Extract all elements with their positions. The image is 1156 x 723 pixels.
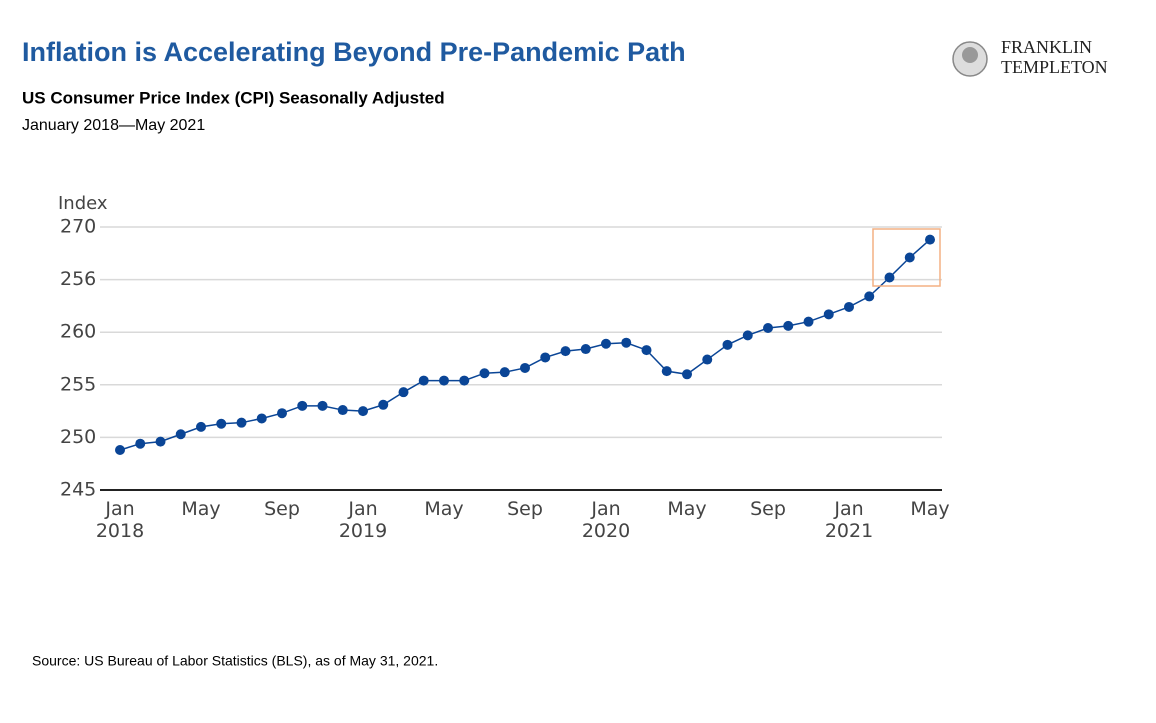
point: [925, 234, 935, 245]
highlight-box: [872, 228, 941, 287]
source: Source: US Bureau of Labor Statistics (B…: [32, 653, 438, 669]
x-tick-label: May: [910, 498, 950, 520]
point: [499, 367, 510, 378]
x-tick-label: Jan 2020: [581, 498, 631, 542]
point: [560, 346, 571, 357]
point: [661, 366, 672, 377]
point: [358, 406, 368, 417]
point: [621, 337, 632, 348]
point: [803, 316, 814, 327]
point: [540, 352, 551, 363]
page-title: Inflation is Accelerating Beyond Pre-Pan…: [22, 37, 686, 67]
point: [398, 387, 409, 398]
x-tick-label: May: [424, 498, 464, 520]
point: [439, 375, 449, 386]
x-tick-label: May: [667, 498, 707, 520]
point: [317, 400, 328, 411]
y-tick-label: 270: [60, 216, 96, 238]
point: [216, 418, 227, 429]
x-tick-label: May: [181, 498, 221, 520]
point: [175, 429, 186, 440]
point: [135, 438, 146, 449]
point: [418, 375, 429, 386]
point: [864, 291, 875, 302]
y-tick-label: 256: [60, 268, 96, 290]
point: [337, 405, 348, 416]
x-tick-label: Sep: [507, 498, 543, 520]
x-tick-label: Jan 2021: [824, 498, 874, 542]
point: [277, 408, 287, 419]
point: [904, 252, 915, 263]
point: [722, 339, 733, 350]
point: [378, 399, 389, 410]
point: [479, 368, 490, 379]
point: [256, 413, 267, 424]
y-tick-label: 260: [60, 321, 96, 343]
point: [682, 369, 692, 380]
point: [702, 354, 713, 365]
x-tick-label: Sep: [264, 498, 300, 520]
point: [115, 445, 125, 456]
point: [459, 375, 470, 386]
logo-face: [962, 47, 978, 63]
point: [580, 344, 591, 355]
point: [641, 345, 652, 356]
chart-title: US Consumer Price Index (CPI) Seasonally…: [22, 88, 445, 107]
point: [884, 272, 895, 283]
point: [297, 400, 308, 411]
x-tick-label: Jan 2019: [338, 498, 388, 542]
point: [783, 320, 794, 331]
logo-text: FRANKLIN: [1001, 37, 1092, 57]
point: [196, 421, 206, 432]
point: [844, 301, 854, 312]
x-tick-label: Jan 2018: [95, 498, 145, 542]
y-tick-label: 250: [60, 426, 96, 448]
x-tick-label: Sep: [750, 498, 786, 520]
point: [742, 330, 753, 341]
point: [236, 417, 247, 428]
point: [520, 362, 530, 373]
point: [823, 309, 834, 320]
point: [601, 338, 611, 349]
chart-subtitle: January 2018—May 2021: [22, 117, 205, 134]
logo: FRANKLIN TEMPLETON: [952, 37, 1108, 77]
point: [763, 322, 773, 333]
y-tick-label: 245: [60, 479, 96, 501]
y-tick-label: 255: [60, 373, 96, 395]
logo-text: TEMPLETON: [1001, 57, 1108, 77]
y-axis-label: Index: [58, 193, 108, 214]
point: [155, 436, 166, 447]
